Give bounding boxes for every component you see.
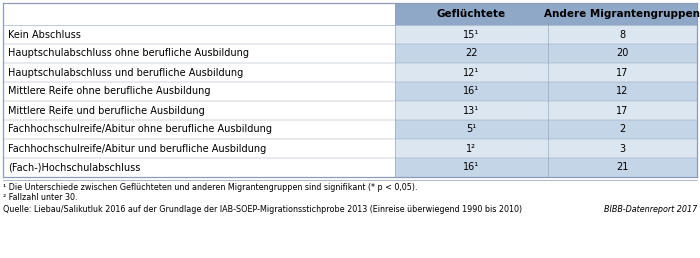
Text: BIBB-Datenreport 2017: BIBB-Datenreport 2017 bbox=[603, 206, 697, 214]
Bar bbox=[395, 3, 548, 25]
Bar bbox=[395, 44, 548, 63]
Bar bbox=[3, 25, 395, 44]
Text: Fachhochschulreife/Abitur und berufliche Ausbildung: Fachhochschulreife/Abitur und berufliche… bbox=[8, 143, 266, 154]
Text: 12: 12 bbox=[616, 86, 629, 96]
Bar bbox=[548, 139, 697, 158]
Text: ² Fallzahl unter 30.: ² Fallzahl unter 30. bbox=[3, 194, 78, 203]
Text: 16¹: 16¹ bbox=[463, 163, 480, 173]
Text: 12¹: 12¹ bbox=[463, 68, 480, 77]
Bar bbox=[3, 158, 395, 177]
Bar bbox=[548, 101, 697, 120]
Bar bbox=[548, 44, 697, 63]
Bar bbox=[548, 82, 697, 101]
Bar bbox=[3, 120, 395, 139]
Text: 17: 17 bbox=[616, 106, 629, 116]
Text: 22: 22 bbox=[466, 49, 477, 59]
Text: 3: 3 bbox=[620, 143, 626, 154]
Text: 17: 17 bbox=[616, 68, 629, 77]
Bar bbox=[3, 63, 395, 82]
Bar bbox=[3, 44, 395, 63]
Text: Hauptschulabschluss und berufliche Ausbildung: Hauptschulabschluss und berufliche Ausbi… bbox=[8, 68, 244, 77]
Text: Andere Migrantengruppen: Andere Migrantengruppen bbox=[545, 9, 700, 19]
Text: Quelle: Liebau/Salikutluk 2016 auf der Grundlage der IAB-SOEP-Migrationsstichpro: Quelle: Liebau/Salikutluk 2016 auf der G… bbox=[3, 206, 522, 214]
Text: (Fach-)Hochschulabschluss: (Fach-)Hochschulabschluss bbox=[8, 163, 141, 173]
Text: ¹ Die Unterschiede zwischen Geflüchteten und anderen Migrantengruppen sind signi: ¹ Die Unterschiede zwischen Geflüchteten… bbox=[3, 183, 417, 192]
Bar bbox=[395, 101, 548, 120]
Bar bbox=[395, 120, 548, 139]
Text: 20: 20 bbox=[616, 49, 629, 59]
Text: 1²: 1² bbox=[466, 143, 477, 154]
Text: 15¹: 15¹ bbox=[463, 29, 480, 39]
Bar bbox=[548, 3, 697, 25]
Bar bbox=[395, 82, 548, 101]
Bar bbox=[548, 120, 697, 139]
Text: 2: 2 bbox=[620, 125, 626, 134]
Bar bbox=[548, 63, 697, 82]
Bar bbox=[395, 158, 548, 177]
Bar bbox=[3, 82, 395, 101]
Bar bbox=[395, 63, 548, 82]
Bar bbox=[548, 158, 697, 177]
Text: Hauptschulabschluss ohne berufliche Ausbildung: Hauptschulabschluss ohne berufliche Ausb… bbox=[8, 49, 249, 59]
Bar bbox=[548, 25, 697, 44]
Bar bbox=[3, 139, 395, 158]
Bar bbox=[395, 139, 548, 158]
Text: 8: 8 bbox=[620, 29, 626, 39]
Bar bbox=[3, 3, 395, 25]
Text: Mittlere Reife ohne berufliche Ausbildung: Mittlere Reife ohne berufliche Ausbildun… bbox=[8, 86, 211, 96]
Text: Mittlere Reife und berufliche Ausbildung: Mittlere Reife und berufliche Ausbildung bbox=[8, 106, 204, 116]
Text: Fachhochschulreife/Abitur ohne berufliche Ausbildung: Fachhochschulreife/Abitur ohne beruflich… bbox=[8, 125, 272, 134]
Bar bbox=[3, 101, 395, 120]
Text: 13¹: 13¹ bbox=[463, 106, 480, 116]
Text: Geflüchtete: Geflüchtete bbox=[437, 9, 506, 19]
Text: 16¹: 16¹ bbox=[463, 86, 480, 96]
Text: Kein Abschluss: Kein Abschluss bbox=[8, 29, 81, 39]
Bar bbox=[395, 25, 548, 44]
Text: 5¹: 5¹ bbox=[466, 125, 477, 134]
Text: 21: 21 bbox=[616, 163, 629, 173]
